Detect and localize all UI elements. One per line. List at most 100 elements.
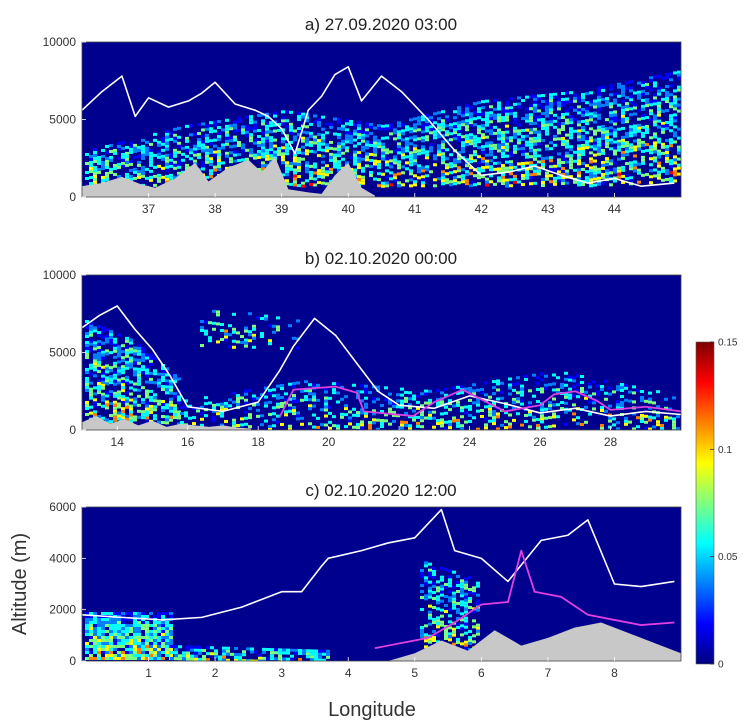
backscatter-cell — [565, 97, 569, 101]
backscatter-cell — [373, 159, 377, 163]
backscatter-cell — [436, 619, 440, 623]
backscatter-cell — [349, 137, 353, 141]
backscatter-cell — [268, 424, 272, 428]
backscatter-cell — [85, 171, 89, 174]
backscatter-cell — [549, 123, 553, 127]
backscatter-cell — [200, 326, 204, 329]
backscatter-cell — [637, 144, 641, 148]
backscatter-cell — [516, 397, 520, 401]
backscatter-cell — [321, 169, 325, 173]
backscatter-cell — [145, 152, 149, 156]
backscatter-cell — [481, 133, 485, 137]
backscatter-cell — [248, 333, 252, 337]
backscatter-cell — [613, 170, 617, 174]
backscatter-cell — [185, 148, 189, 152]
backscatter-cell — [544, 416, 548, 420]
backscatter-cell — [545, 120, 549, 124]
backscatter-cell — [85, 320, 89, 323]
backscatter-cell — [581, 137, 585, 141]
backscatter-cell — [565, 91, 569, 95]
backscatter-cell — [448, 423, 452, 427]
backscatter-cell — [141, 657, 145, 660]
backscatter-cell — [125, 351, 129, 355]
backscatter-cell — [448, 426, 452, 430]
backscatter-cell — [589, 157, 593, 161]
backscatter-cell — [677, 151, 681, 155]
backscatter-cell — [93, 413, 97, 417]
backscatter-cell — [177, 126, 181, 130]
backscatter-cell — [549, 102, 553, 106]
backscatter-cell — [485, 153, 489, 157]
backscatter-cell — [601, 148, 605, 152]
backscatter-cell — [485, 129, 489, 133]
backscatter-cell — [624, 422, 628, 426]
backscatter-cell — [669, 99, 673, 103]
backscatter-cell — [305, 125, 309, 129]
backscatter-cell — [301, 121, 305, 125]
backscatter-cell — [488, 404, 492, 408]
backscatter-cell — [585, 179, 589, 183]
backscatter-cell — [577, 135, 581, 139]
backscatter-cell — [429, 149, 433, 153]
backscatter-cell — [404, 390, 408, 394]
backscatter-cell — [521, 117, 525, 121]
backscatter-cell — [201, 149, 205, 153]
backscatter-cell — [141, 347, 145, 351]
backscatter-cell — [141, 350, 145, 354]
backscatter-cell — [477, 137, 481, 141]
backscatter-cell — [305, 119, 309, 123]
backscatter-cell — [380, 404, 384, 407]
backscatter-cell — [424, 392, 428, 396]
backscatter-cell — [125, 651, 129, 654]
backscatter-cell — [432, 621, 436, 624]
backscatter-cell — [581, 161, 585, 165]
backscatter-cell — [109, 158, 113, 162]
backscatter-cell — [533, 142, 537, 146]
backscatter-cell — [564, 383, 568, 387]
backscatter-cell — [601, 85, 605, 89]
backscatter-cell — [305, 164, 309, 168]
backscatter-cell — [169, 406, 173, 410]
backscatter-cell — [369, 158, 373, 162]
backscatter-cell — [85, 347, 89, 350]
backscatter-cell — [321, 115, 325, 119]
backscatter-cell — [665, 127, 669, 131]
backscatter-cell — [489, 126, 493, 130]
backscatter-cell — [364, 384, 368, 388]
backscatter-cell — [109, 639, 113, 642]
backscatter-cell — [312, 395, 316, 399]
backscatter-cell — [93, 401, 97, 405]
backscatter-cell — [145, 630, 149, 633]
backscatter-cell — [93, 344, 97, 348]
backscatter-cell — [129, 648, 133, 651]
backscatter-cell — [569, 166, 573, 170]
backscatter-cell — [677, 109, 681, 113]
backscatter-cell — [269, 151, 273, 155]
backscatter-cell — [356, 414, 360, 418]
backscatter-cell — [89, 624, 93, 627]
backscatter-cell — [365, 131, 369, 135]
backscatter-cell — [444, 426, 448, 430]
backscatter-cell — [657, 140, 661, 144]
backscatter-cell — [428, 613, 432, 617]
backscatter-cell — [572, 403, 576, 407]
backscatter-cell — [577, 147, 581, 151]
backscatter-cell — [637, 117, 641, 121]
backscatter-cell — [93, 353, 97, 357]
backscatter-cell — [517, 129, 521, 133]
backscatter-cell — [145, 176, 149, 180]
backscatter-cell — [233, 138, 237, 142]
backscatter-cell — [125, 336, 129, 340]
backscatter-cell — [501, 143, 505, 147]
backscatter-cell — [589, 166, 593, 170]
backscatter-cell — [137, 169, 141, 173]
backscatter-cell — [529, 119, 533, 123]
backscatter-cell — [653, 93, 657, 97]
backscatter-cell — [300, 398, 304, 402]
backscatter-cell — [322, 652, 326, 656]
backscatter-cell — [121, 627, 125, 630]
backscatter-cell — [332, 424, 336, 428]
backscatter-cell — [673, 113, 677, 117]
backscatter-cell — [608, 386, 612, 390]
backscatter-cell — [452, 642, 456, 646]
